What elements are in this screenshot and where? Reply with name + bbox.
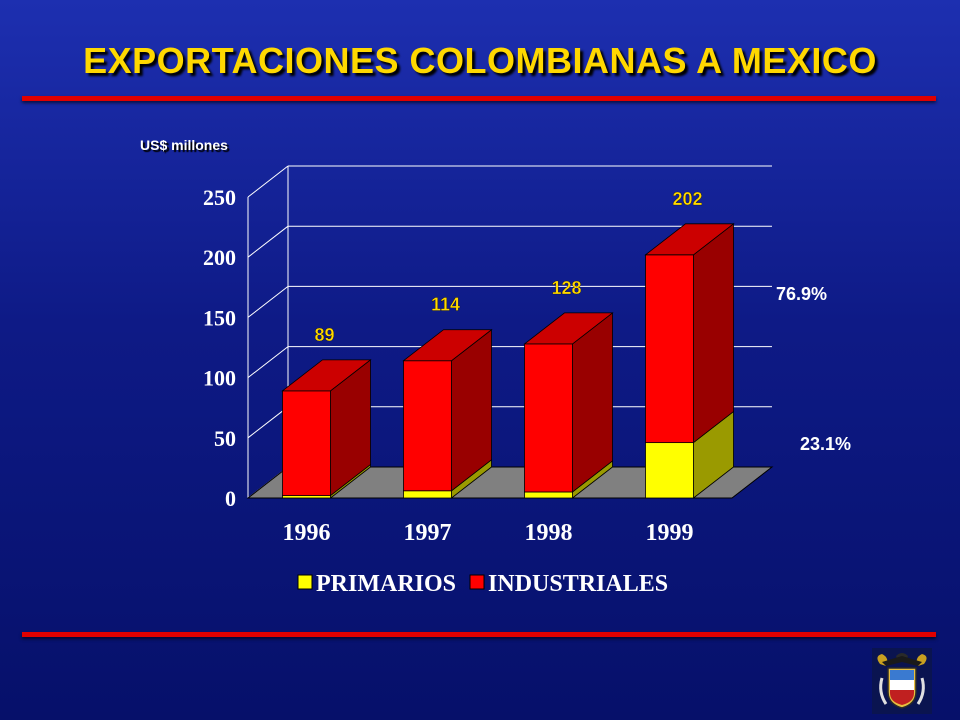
bar-primarios-1998 [524, 491, 573, 499]
x-tick-label: 1999 [646, 520, 694, 546]
bar-primarios-1997 [403, 490, 452, 499]
x-tick-label: 1996 [283, 520, 331, 546]
bottom-divider [22, 632, 936, 637]
total-label-1998: 128 [551, 278, 581, 298]
y-tick-label: 200 [203, 245, 236, 270]
y-tick-label: 250 [203, 185, 236, 210]
y-tick-label: 0 [225, 486, 236, 511]
legend-label-industriales: INDUSTRIALES [488, 571, 668, 597]
stacked-bar-chart: 0 50 100 150 200 250 89 1996 114 1997 128 1998 202 19… [203, 165, 851, 597]
total-label-1999: 202 [672, 189, 702, 209]
gridline-diagonal [247, 346, 289, 378]
y-tick-label: 50 [214, 426, 236, 451]
legend-swatch-primarios [297, 574, 313, 590]
total-label-1997: 114 [431, 295, 460, 315]
bar-top-industriales [281, 359, 372, 392]
share-label-industriales: 76.9% [776, 284, 827, 304]
bar-side-industriales [693, 222, 734, 444]
share-label-primarios: 23.1% [800, 434, 851, 454]
total-label-1996: 89 [314, 325, 334, 345]
bar-top-industriales [644, 223, 735, 256]
x-tick-label: 1997 [404, 520, 452, 546]
colombia-coat-of-arms-icon [872, 648, 932, 714]
y-tick-label: 100 [203, 366, 236, 391]
bar-industriales-1996 [282, 390, 331, 496]
gridline-diagonal [247, 286, 289, 318]
bar-industriales-1999 [645, 254, 694, 444]
legend-label-primarios: PRIMARIOS [316, 571, 456, 597]
bar-top-industriales [402, 329, 493, 362]
bar-primarios-1999 [645, 442, 694, 499]
bar-side-industriales [572, 312, 613, 493]
legend-swatch-industriales [469, 574, 485, 590]
bar-top-industriales [523, 312, 614, 345]
top-divider [22, 96, 936, 101]
gridline-diagonal [247, 225, 289, 258]
units-label: US$ millones [140, 137, 228, 153]
gridline-diagonal [247, 406, 289, 439]
gridline-diagonal [247, 165, 289, 198]
bar-industriales-1998 [524, 343, 573, 493]
y-tick-label: 150 [203, 305, 236, 330]
slide-title: EXPORTACIONES COLOMBIANAS A MEXICO [83, 40, 877, 81]
x-tick-label: 1998 [525, 520, 573, 546]
bar-industriales-1997 [403, 360, 452, 492]
